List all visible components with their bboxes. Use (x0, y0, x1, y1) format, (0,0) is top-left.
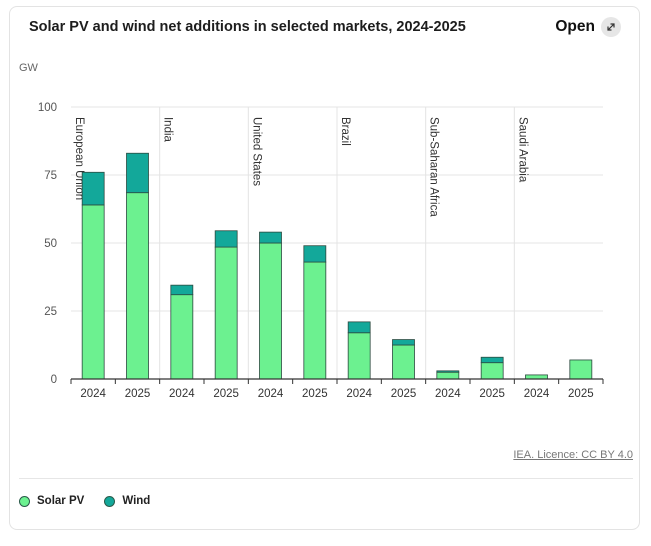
y-axis-unit: GW (19, 62, 38, 74)
bar-wind (81, 171, 105, 206)
y-tick-label: 0 (51, 374, 57, 386)
y-tick-label: 25 (44, 306, 57, 318)
bar-solar-pv (303, 261, 327, 380)
bar-solar-pv (569, 359, 593, 380)
x-tick-label: 2024 (524, 388, 550, 400)
bar-solar-pv (347, 332, 371, 380)
legend-label-wind: Wind (122, 495, 151, 507)
legend: Solar PV Wind (19, 495, 150, 507)
bar-wind (436, 370, 460, 373)
y-tick-label: 100 (38, 102, 57, 114)
bar-wind (126, 152, 149, 194)
x-tick-label: 2024 (80, 388, 106, 400)
x-tick-label: 2025 (479, 388, 505, 400)
x-tick-label: 2024 (346, 388, 372, 400)
x-tick-label: 2025 (302, 388, 328, 400)
bar-solar-pv (214, 246, 238, 380)
x-tick-label: 2024 (169, 388, 195, 400)
group-label: Saudi Arabia (516, 117, 528, 183)
bar-solar-pv (170, 294, 194, 380)
bar-wind (259, 231, 282, 244)
open-button[interactable]: Open (555, 17, 621, 37)
open-label: Open (555, 18, 595, 35)
x-tick-label: 2024 (435, 388, 461, 400)
x-tick-label: 2025 (213, 388, 239, 400)
group-label: United States (250, 117, 262, 186)
legend-item-wind[interactable]: Wind (104, 495, 150, 507)
bar-solar-pv (480, 362, 504, 380)
chart-title: Solar PV and wind net additions in selec… (29, 19, 466, 35)
legend-swatch-wind (104, 495, 116, 507)
legend-item-solar[interactable]: Solar PV (19, 495, 84, 507)
footer-divider (19, 478, 633, 479)
x-tick-label: 2024 (258, 388, 284, 400)
bar-wind (347, 321, 371, 334)
group-label: Brazil (339, 117, 351, 146)
y-tick-label: 75 (44, 170, 57, 182)
source-link[interactable]: IEA. Licence: CC BY 4.0 (513, 449, 633, 461)
legend-label-solar: Solar PV (37, 495, 85, 507)
x-tick-label: 2025 (568, 388, 594, 400)
bar-solar-pv (259, 242, 282, 380)
x-tick-label: 2025 (391, 388, 417, 400)
expand-icon (601, 17, 621, 37)
bar-solar-pv (392, 344, 415, 380)
bar-wind (214, 230, 238, 248)
bar-solar-pv (126, 192, 149, 380)
bar-wind (303, 245, 327, 263)
bar-wind (392, 339, 415, 346)
legend-swatch-solar (19, 495, 30, 507)
bar-wind (170, 284, 194, 296)
bar-solar-pv (525, 374, 548, 380)
y-tick-label: 50 (44, 238, 57, 250)
bar-wind (480, 356, 504, 364)
group-label: India (162, 117, 174, 143)
bar-solar-pv (81, 204, 105, 380)
group-label: Sub-Saharan Africa (428, 117, 440, 217)
x-tick-label: 2025 (125, 388, 151, 400)
bar-solar-pv (436, 371, 460, 380)
